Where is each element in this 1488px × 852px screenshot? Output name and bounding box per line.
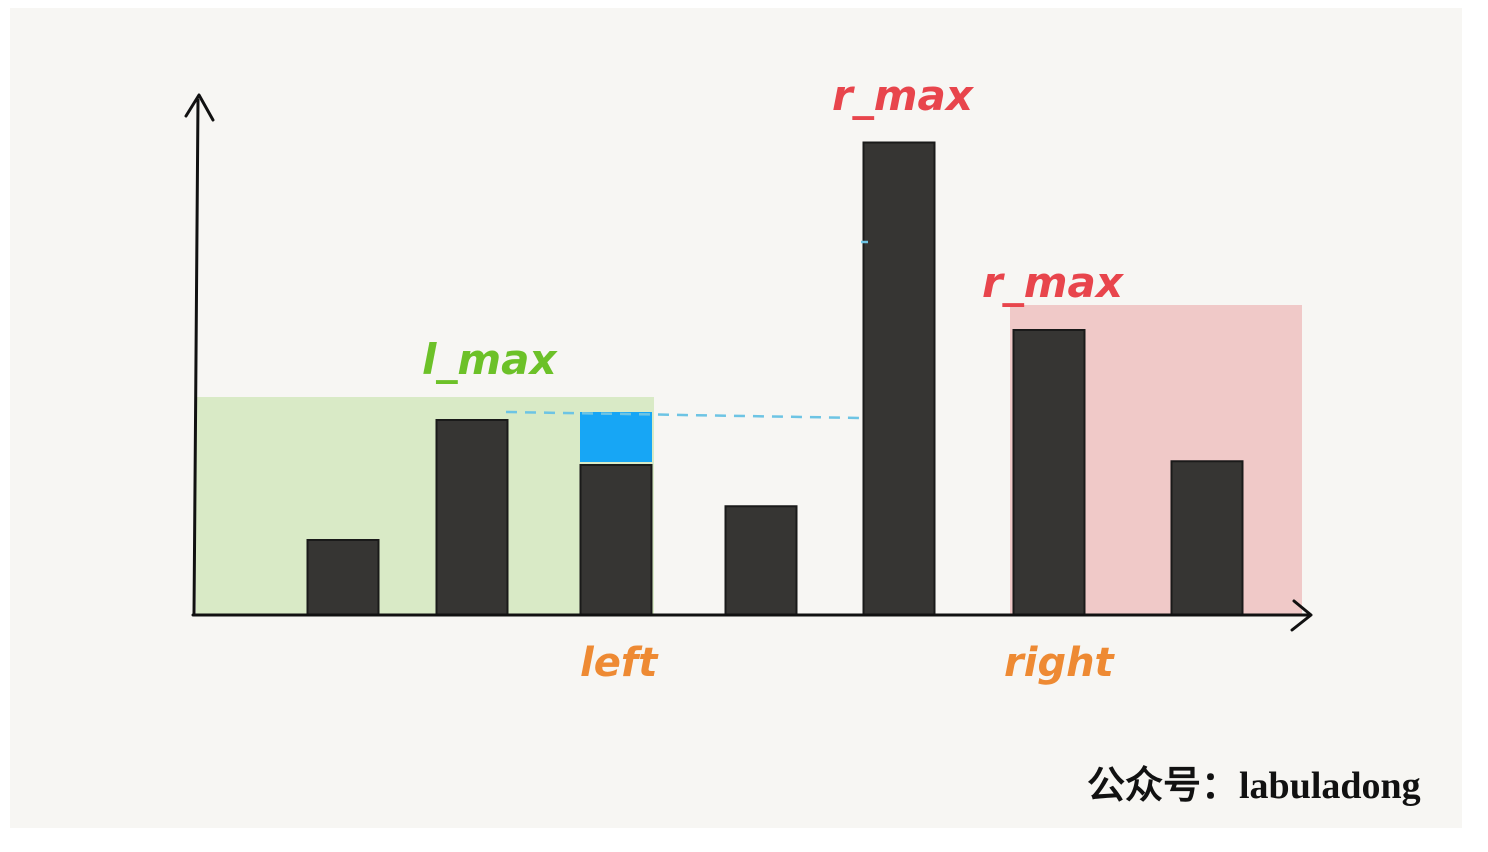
level-dashed-line (505, 410, 863, 420)
r-max-right-label: r_max (982, 258, 1125, 307)
bar-4 (579, 464, 653, 616)
bar-5 (724, 505, 798, 616)
bar-2 (306, 539, 380, 616)
bar-6 (862, 141, 936, 616)
y-axis (192, 98, 200, 617)
bar-3 (435, 419, 509, 616)
left-pointer-label: left (580, 640, 659, 686)
bar-7 (1012, 329, 1086, 616)
up-arrowhead-icon (184, 93, 215, 122)
water-block (580, 412, 652, 462)
l-max-label: l_max (422, 335, 559, 384)
r-max-top-label: r_max (832, 71, 975, 120)
watermark-text: 公众号：labuladong (1087, 765, 1421, 807)
l-max-region (196, 397, 654, 615)
right-pointer-label: right (1004, 640, 1116, 686)
right-arrowhead-icon (1290, 599, 1313, 632)
bar-8 (1170, 460, 1244, 616)
bars (306, 141, 1244, 616)
